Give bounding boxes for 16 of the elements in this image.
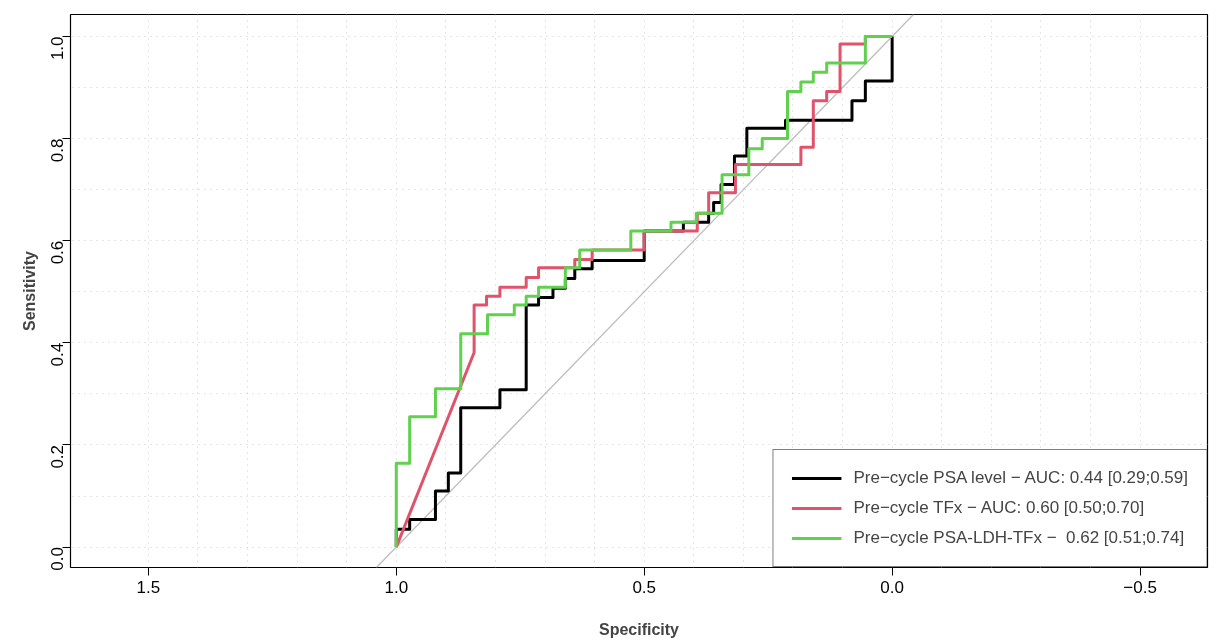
- y-tick-label: 1.0: [48, 36, 68, 61]
- x-tick-label: 1.0: [384, 577, 409, 597]
- x-axis-title: Specificity: [598, 620, 680, 638]
- legend-label: Pre−cycle PSA level − AUC: 0.44 [0.29;0.59]: [853, 468, 1188, 488]
- y-tick-label: 0.4: [48, 342, 68, 367]
- x-tick-label: 1.5: [136, 577, 161, 597]
- y-tick-label: 0.2: [48, 444, 68, 469]
- x-tick-label: 0.0: [880, 577, 904, 597]
- y-tick-label: 0.0: [48, 547, 68, 571]
- legend-label: Pre−cycle TFx − AUC: 0.60 [0.50;0.70]: [853, 498, 1145, 518]
- x-tick-label: 0.5: [632, 577, 657, 597]
- legend-label: Pre−cycle PSA-LDH-TFx − 0.62 [0.51;0.74]: [853, 528, 1185, 548]
- y-tick-label: 0.6: [48, 240, 68, 265]
- y-axis-title: Sensitivity: [20, 250, 38, 332]
- y-tick-label: 0.8: [48, 138, 68, 163]
- x-tick-label: −0.5: [1123, 577, 1157, 597]
